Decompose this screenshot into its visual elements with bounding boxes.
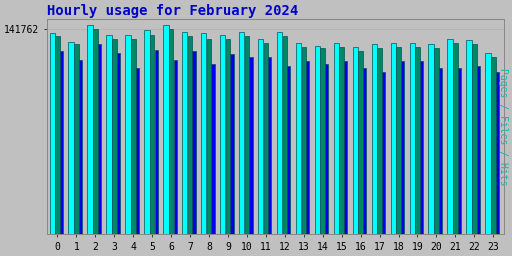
- Bar: [447, 39, 453, 234]
- Bar: [79, 60, 82, 234]
- Bar: [491, 57, 496, 234]
- Bar: [131, 39, 136, 234]
- Bar: [353, 47, 358, 234]
- Bar: [339, 47, 344, 234]
- Bar: [306, 61, 309, 234]
- Bar: [344, 61, 347, 234]
- Bar: [325, 64, 328, 234]
- Bar: [472, 44, 477, 234]
- Bar: [125, 35, 131, 234]
- Bar: [193, 51, 196, 234]
- Bar: [302, 47, 306, 234]
- Bar: [169, 29, 174, 234]
- Bar: [382, 72, 385, 234]
- Bar: [69, 41, 74, 234]
- Bar: [258, 39, 263, 234]
- Bar: [372, 44, 377, 234]
- Bar: [220, 35, 225, 234]
- Bar: [93, 29, 98, 234]
- Bar: [88, 25, 93, 234]
- Y-axis label: Pages / Files / Hits: Pages / Files / Hits: [498, 68, 508, 186]
- Bar: [268, 57, 271, 234]
- Bar: [321, 48, 325, 234]
- Bar: [363, 68, 366, 234]
- Bar: [230, 54, 233, 234]
- Bar: [466, 40, 472, 234]
- Bar: [117, 52, 120, 234]
- Bar: [415, 47, 420, 234]
- Bar: [249, 57, 252, 234]
- Bar: [264, 43, 268, 234]
- Bar: [112, 39, 117, 234]
- Bar: [60, 51, 63, 234]
- Bar: [211, 64, 215, 234]
- Bar: [453, 43, 458, 234]
- Bar: [55, 36, 60, 234]
- Bar: [401, 61, 404, 234]
- Bar: [155, 50, 158, 234]
- Bar: [239, 32, 244, 234]
- Bar: [163, 25, 168, 234]
- Bar: [391, 43, 396, 234]
- Bar: [377, 48, 382, 234]
- Bar: [496, 72, 499, 234]
- Bar: [439, 68, 442, 234]
- Text: Hourly usage for February 2024: Hourly usage for February 2024: [47, 4, 298, 18]
- Bar: [434, 48, 439, 234]
- Bar: [277, 32, 282, 234]
- Bar: [50, 33, 55, 234]
- Bar: [106, 35, 112, 234]
- Bar: [396, 47, 401, 234]
- Bar: [485, 52, 490, 234]
- Bar: [283, 36, 287, 234]
- Bar: [420, 61, 423, 234]
- Bar: [226, 39, 230, 234]
- Bar: [136, 68, 139, 234]
- Bar: [410, 43, 415, 234]
- Bar: [144, 30, 150, 234]
- Bar: [188, 36, 193, 234]
- Bar: [477, 67, 480, 234]
- Bar: [296, 43, 301, 234]
- Bar: [207, 39, 211, 234]
- Bar: [98, 44, 101, 234]
- Bar: [315, 46, 320, 234]
- Bar: [358, 51, 363, 234]
- Bar: [174, 60, 177, 234]
- Bar: [201, 33, 206, 234]
- Bar: [150, 35, 155, 234]
- Bar: [287, 67, 290, 234]
- Bar: [74, 44, 79, 234]
- Bar: [182, 32, 187, 234]
- Bar: [429, 44, 434, 234]
- Bar: [245, 36, 249, 234]
- Bar: [334, 43, 339, 234]
- Bar: [458, 68, 461, 234]
